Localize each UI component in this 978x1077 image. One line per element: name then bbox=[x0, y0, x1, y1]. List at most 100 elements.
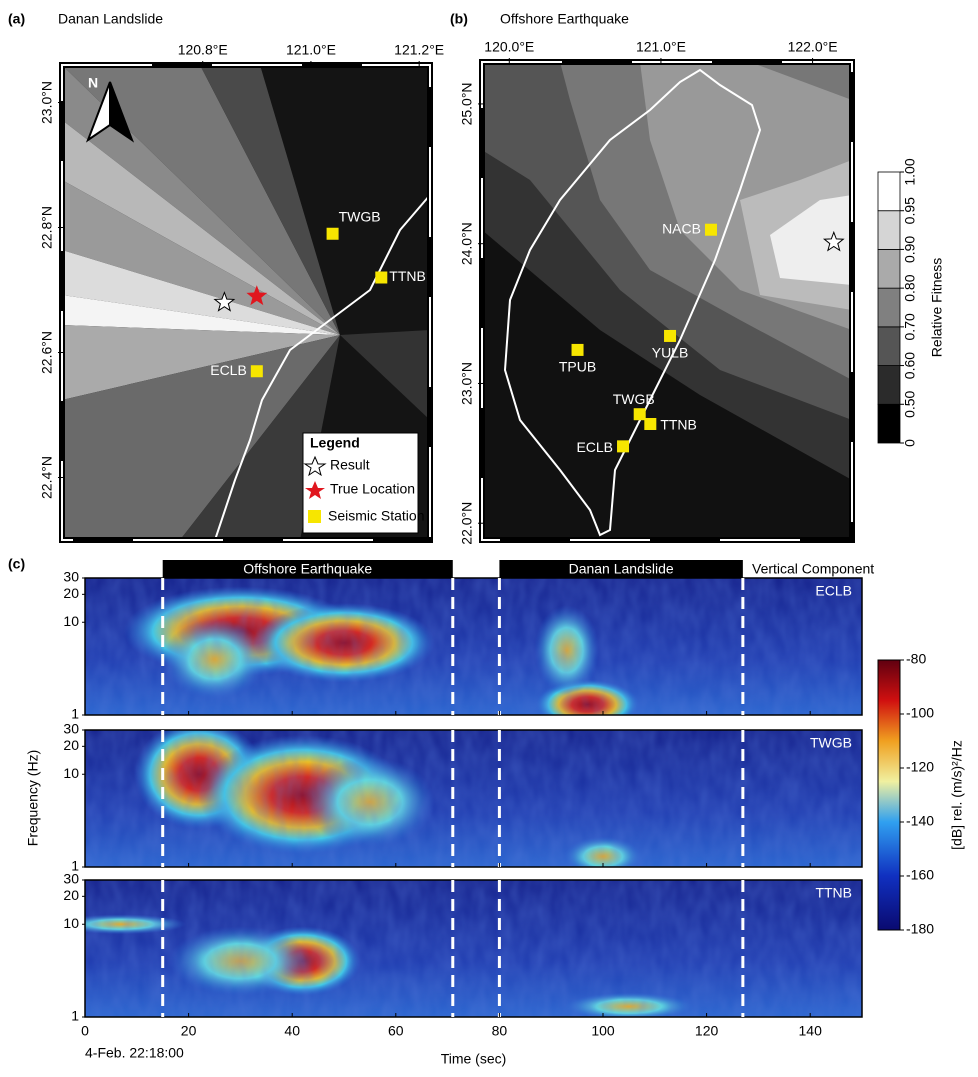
start-time: 4-Feb. 22:18:00 bbox=[85, 1045, 184, 1061]
x-tick-label: 121.0°E bbox=[286, 42, 336, 58]
fitness-field-a bbox=[62, 65, 430, 540]
y-tick-label: 22.0°N bbox=[459, 502, 475, 545]
window-label: Danan Landslide bbox=[569, 561, 674, 577]
colorbar-tick-label: 0 bbox=[902, 439, 918, 447]
x-tick-label: 80 bbox=[492, 1023, 508, 1039]
colorbar-block bbox=[877, 403, 901, 444]
x-tick-label: 120.8°E bbox=[178, 42, 228, 58]
station-label: ECLB bbox=[210, 362, 247, 378]
y-tick-label: 10 bbox=[63, 765, 79, 781]
station bbox=[704, 223, 717, 236]
x-tick-label: 20 bbox=[181, 1023, 197, 1039]
colorbar-tick-label: 0.50 bbox=[902, 390, 918, 417]
x-tick-label: 120 bbox=[695, 1023, 719, 1039]
station-label: TTNB bbox=[389, 268, 426, 284]
result-star bbox=[213, 291, 236, 312]
station-label: YULB bbox=[652, 345, 689, 361]
y-tick-label: 25.0°N bbox=[459, 82, 475, 125]
station-label: ECLB bbox=[815, 583, 852, 599]
y-tick-label: 22.6°N bbox=[39, 331, 55, 374]
colorbar-tick-label: -100 bbox=[906, 705, 934, 721]
y-tick-label: 10 bbox=[63, 915, 79, 931]
y-tick-label: 10 bbox=[63, 613, 79, 629]
panel-label: (b) bbox=[450, 11, 468, 27]
x-axis-label: Time (sec) bbox=[441, 1051, 507, 1067]
colorbar-tick-label: 1.00 bbox=[902, 158, 918, 185]
y-tick-label: 20 bbox=[63, 585, 79, 601]
y-tick-label: 20 bbox=[63, 887, 79, 903]
station bbox=[644, 417, 657, 430]
component-label: Vertical Component bbox=[752, 561, 874, 577]
colorbar-block bbox=[877, 249, 901, 289]
station-label: TPUB bbox=[559, 359, 596, 375]
station bbox=[375, 271, 388, 284]
x-tick-label: 122.0°E bbox=[788, 39, 838, 55]
station bbox=[664, 329, 677, 342]
station-label: TWGB bbox=[613, 391, 655, 407]
y-tick-label: 23.0°N bbox=[459, 362, 475, 405]
map-frame-ticks bbox=[481, 61, 853, 541]
spectrogram bbox=[85, 730, 862, 867]
fitness-field-b bbox=[482, 62, 852, 540]
colorbar-block bbox=[877, 210, 901, 250]
y-tick-label: 30 bbox=[63, 871, 79, 887]
colorbar-tick-label: 0.80 bbox=[902, 274, 918, 301]
colorbar-tick-label: 0.95 bbox=[902, 197, 918, 224]
y-tick-label: 1 bbox=[71, 706, 79, 722]
colorbar-label: Relative Fitness bbox=[929, 258, 945, 358]
y-tick-label: 22.8°N bbox=[39, 206, 55, 249]
panel-title: Danan Landslide bbox=[58, 11, 163, 27]
colorbar-label: [dB] rel. (m/s)²/Hz bbox=[949, 740, 965, 850]
panel-title: Offshore Earthquake bbox=[500, 11, 629, 27]
legend-item: Result bbox=[330, 457, 370, 473]
north-label: N bbox=[88, 75, 98, 91]
colorbar-tick-label: -80 bbox=[906, 651, 926, 667]
x-tick-label: 40 bbox=[284, 1023, 300, 1039]
y-tick-label: 24.0°N bbox=[459, 222, 475, 265]
station bbox=[326, 227, 339, 240]
y-tick-label: 20 bbox=[63, 737, 79, 753]
station bbox=[617, 440, 630, 453]
spectrogram bbox=[85, 880, 862, 1017]
spectrogram-texture bbox=[85, 880, 862, 1017]
colorbar bbox=[877, 659, 901, 931]
x-tick-label: 0 bbox=[81, 1023, 89, 1039]
colorbar-tick-label: 0.70 bbox=[902, 313, 918, 340]
station-label: ECLB bbox=[576, 439, 613, 455]
true-location-star bbox=[246, 285, 268, 306]
y-tick-label: 23.0°N bbox=[39, 81, 55, 124]
colorbar-tick-label: -180 bbox=[906, 921, 934, 937]
colorbar-block bbox=[877, 287, 901, 328]
x-tick-label: 60 bbox=[388, 1023, 404, 1039]
legend: Legend Result True Location Seismic Stat… bbox=[302, 432, 424, 534]
north-arrow: N bbox=[85, 75, 135, 143]
y-tick-label: 1 bbox=[71, 1008, 79, 1024]
colorbar-tick-label: 0.60 bbox=[902, 352, 918, 379]
station-label: TTNB bbox=[815, 885, 852, 901]
colorbar-tick-label: -120 bbox=[906, 759, 934, 775]
panel-label: (a) bbox=[8, 11, 25, 27]
y-tick-label: 1 bbox=[71, 858, 79, 874]
legend-item: True Location bbox=[330, 481, 415, 497]
legend-item: Seismic Station bbox=[328, 508, 424, 524]
window-label: Offshore Earthquake bbox=[243, 561, 372, 577]
colorbar-tick-label: 0.90 bbox=[902, 236, 918, 263]
map-frame-ticks bbox=[61, 64, 431, 541]
spectrogram-frame bbox=[84, 577, 863, 716]
x-tick-label: 100 bbox=[591, 1023, 615, 1039]
station-label: TWGB bbox=[339, 208, 381, 224]
colorbar-block bbox=[877, 326, 901, 366]
station-label: TTNB bbox=[660, 417, 697, 433]
y-tick-label: 22.4°N bbox=[39, 456, 55, 499]
result-star bbox=[822, 230, 845, 252]
colorbar-tick-label: -140 bbox=[906, 813, 934, 829]
x-tick-label: 121.0°E bbox=[636, 39, 686, 55]
spectrogram bbox=[85, 578, 862, 715]
station bbox=[633, 408, 646, 421]
station bbox=[571, 343, 584, 356]
panel-label: (c) bbox=[8, 556, 25, 572]
y-tick-label: 30 bbox=[63, 569, 79, 585]
x-tick-label: 121.2°E bbox=[394, 42, 444, 58]
y-axis-label: Frequency (Hz) bbox=[25, 750, 41, 846]
